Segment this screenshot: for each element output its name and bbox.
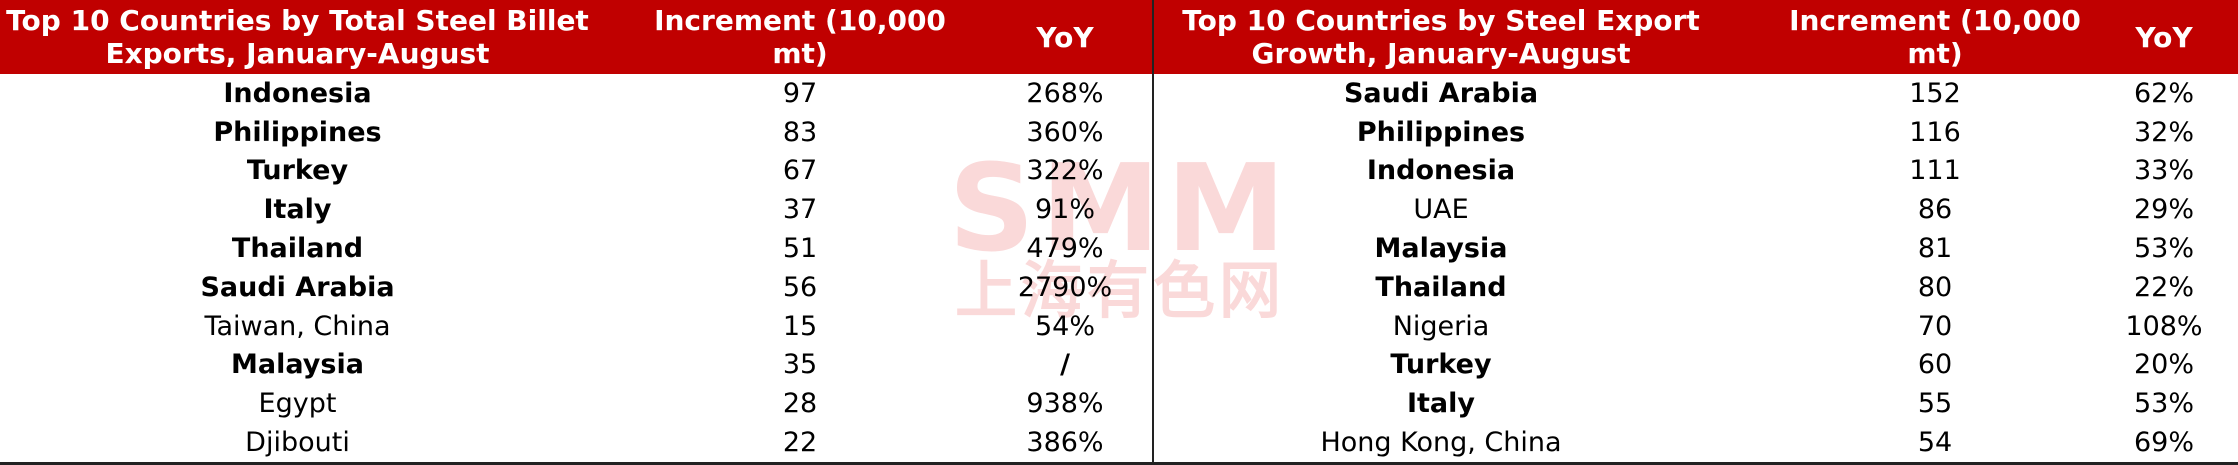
yoy-cell: 268% xyxy=(1026,77,1104,109)
yoy-cell: 29% xyxy=(2133,194,2194,226)
increment-cell: 56 xyxy=(782,271,818,303)
increment-cell: 28 xyxy=(782,388,818,420)
increment-cell: 116 xyxy=(1909,116,1961,148)
header-title: Top 10 Countries by Total Steel Billet E… xyxy=(6,4,589,70)
header-increment: Increment (10,000 mt) xyxy=(654,4,946,70)
yoy-cell: 53% xyxy=(2133,233,2194,265)
increment-cell: 111 xyxy=(1909,155,1961,187)
increment-cell: 37 xyxy=(782,194,818,226)
country-cell: Egypt xyxy=(258,388,337,420)
country-cell: Indonesia xyxy=(1366,155,1516,187)
yoy-cell: 108% xyxy=(2125,310,2203,342)
country-cell: Italy xyxy=(1406,388,1476,420)
country-cell: Turkey xyxy=(1390,349,1492,381)
increment-cell: 60 xyxy=(1917,349,1953,381)
yoy-cell: 386% xyxy=(1026,427,1104,459)
yoy-cell: 91% xyxy=(1034,194,1095,226)
header-band xyxy=(1154,0,2238,74)
yoy-cell: 69% xyxy=(2133,427,2194,459)
yoy-cell: 360% xyxy=(1026,116,1104,148)
header-increment: Increment (10,000 mt) xyxy=(1789,4,2081,70)
increment-cell: 80 xyxy=(1917,271,1953,303)
header-yoy: YoY xyxy=(2135,20,2193,54)
increment-cell: 35 xyxy=(782,349,818,381)
yoy-cell: 54% xyxy=(1034,310,1095,342)
yoy-cell: 62% xyxy=(2133,77,2194,109)
yoy-cell: 479% xyxy=(1026,233,1104,265)
bottom-border xyxy=(0,462,2238,465)
country-cell: Saudi Arabia xyxy=(200,271,395,303)
yoy-cell: 322% xyxy=(1026,155,1104,187)
yoy-cell: / xyxy=(1060,349,1070,381)
yoy-cell: 22% xyxy=(2133,271,2194,303)
yoy-cell: 20% xyxy=(2133,349,2194,381)
country-cell: Saudi Arabia xyxy=(1343,77,1539,109)
increment-cell: 70 xyxy=(1917,310,1953,342)
country-cell: Djibouti xyxy=(245,427,350,459)
header-title: Top 10 Countries by Steel Export Growth,… xyxy=(1182,4,1700,70)
country-cell: Italy xyxy=(263,194,332,226)
yoy-cell: 938% xyxy=(1026,388,1104,420)
country-cell: Indonesia xyxy=(223,77,372,109)
increment-cell: 81 xyxy=(1917,233,1953,265)
country-cell: Thailand xyxy=(1375,271,1507,303)
yoy-cell: 33% xyxy=(2133,155,2194,187)
increment-cell: 86 xyxy=(1917,194,1953,226)
country-cell: UAE xyxy=(1413,194,1469,226)
increment-cell: 67 xyxy=(782,155,818,187)
country-cell: Malaysia xyxy=(231,349,364,381)
header-yoy: YoY xyxy=(1036,20,1094,54)
country-cell: Philippines xyxy=(213,116,382,148)
increment-cell: 83 xyxy=(782,116,818,148)
country-cell: Taiwan, China xyxy=(204,310,391,342)
country-cell: Nigeria xyxy=(1392,310,1490,342)
country-cell: Thailand xyxy=(231,233,364,265)
watermark-logo: SMM xyxy=(948,140,1292,279)
divider xyxy=(1152,0,1154,465)
country-cell: Turkey xyxy=(246,155,349,187)
increment-cell: 22 xyxy=(782,427,818,459)
yoy-cell: 2790% xyxy=(1017,271,1113,303)
country-cell: Malaysia xyxy=(1374,233,1508,265)
header-band xyxy=(0,0,1152,74)
increment-cell: 97 xyxy=(782,77,818,109)
increment-cell: 54 xyxy=(1917,427,1953,459)
increment-cell: 15 xyxy=(782,310,818,342)
increment-cell: 51 xyxy=(782,233,818,265)
increment-cell: 55 xyxy=(1917,388,1953,420)
yoy-cell: 32% xyxy=(2133,116,2194,148)
watermark-name: 上海有色网 xyxy=(954,254,1285,327)
country-cell: Philippines xyxy=(1356,116,1526,148)
increment-cell: 152 xyxy=(1909,77,1961,109)
yoy-cell: 53% xyxy=(2133,388,2194,420)
country-cell: Hong Kong, China xyxy=(1320,427,1562,459)
